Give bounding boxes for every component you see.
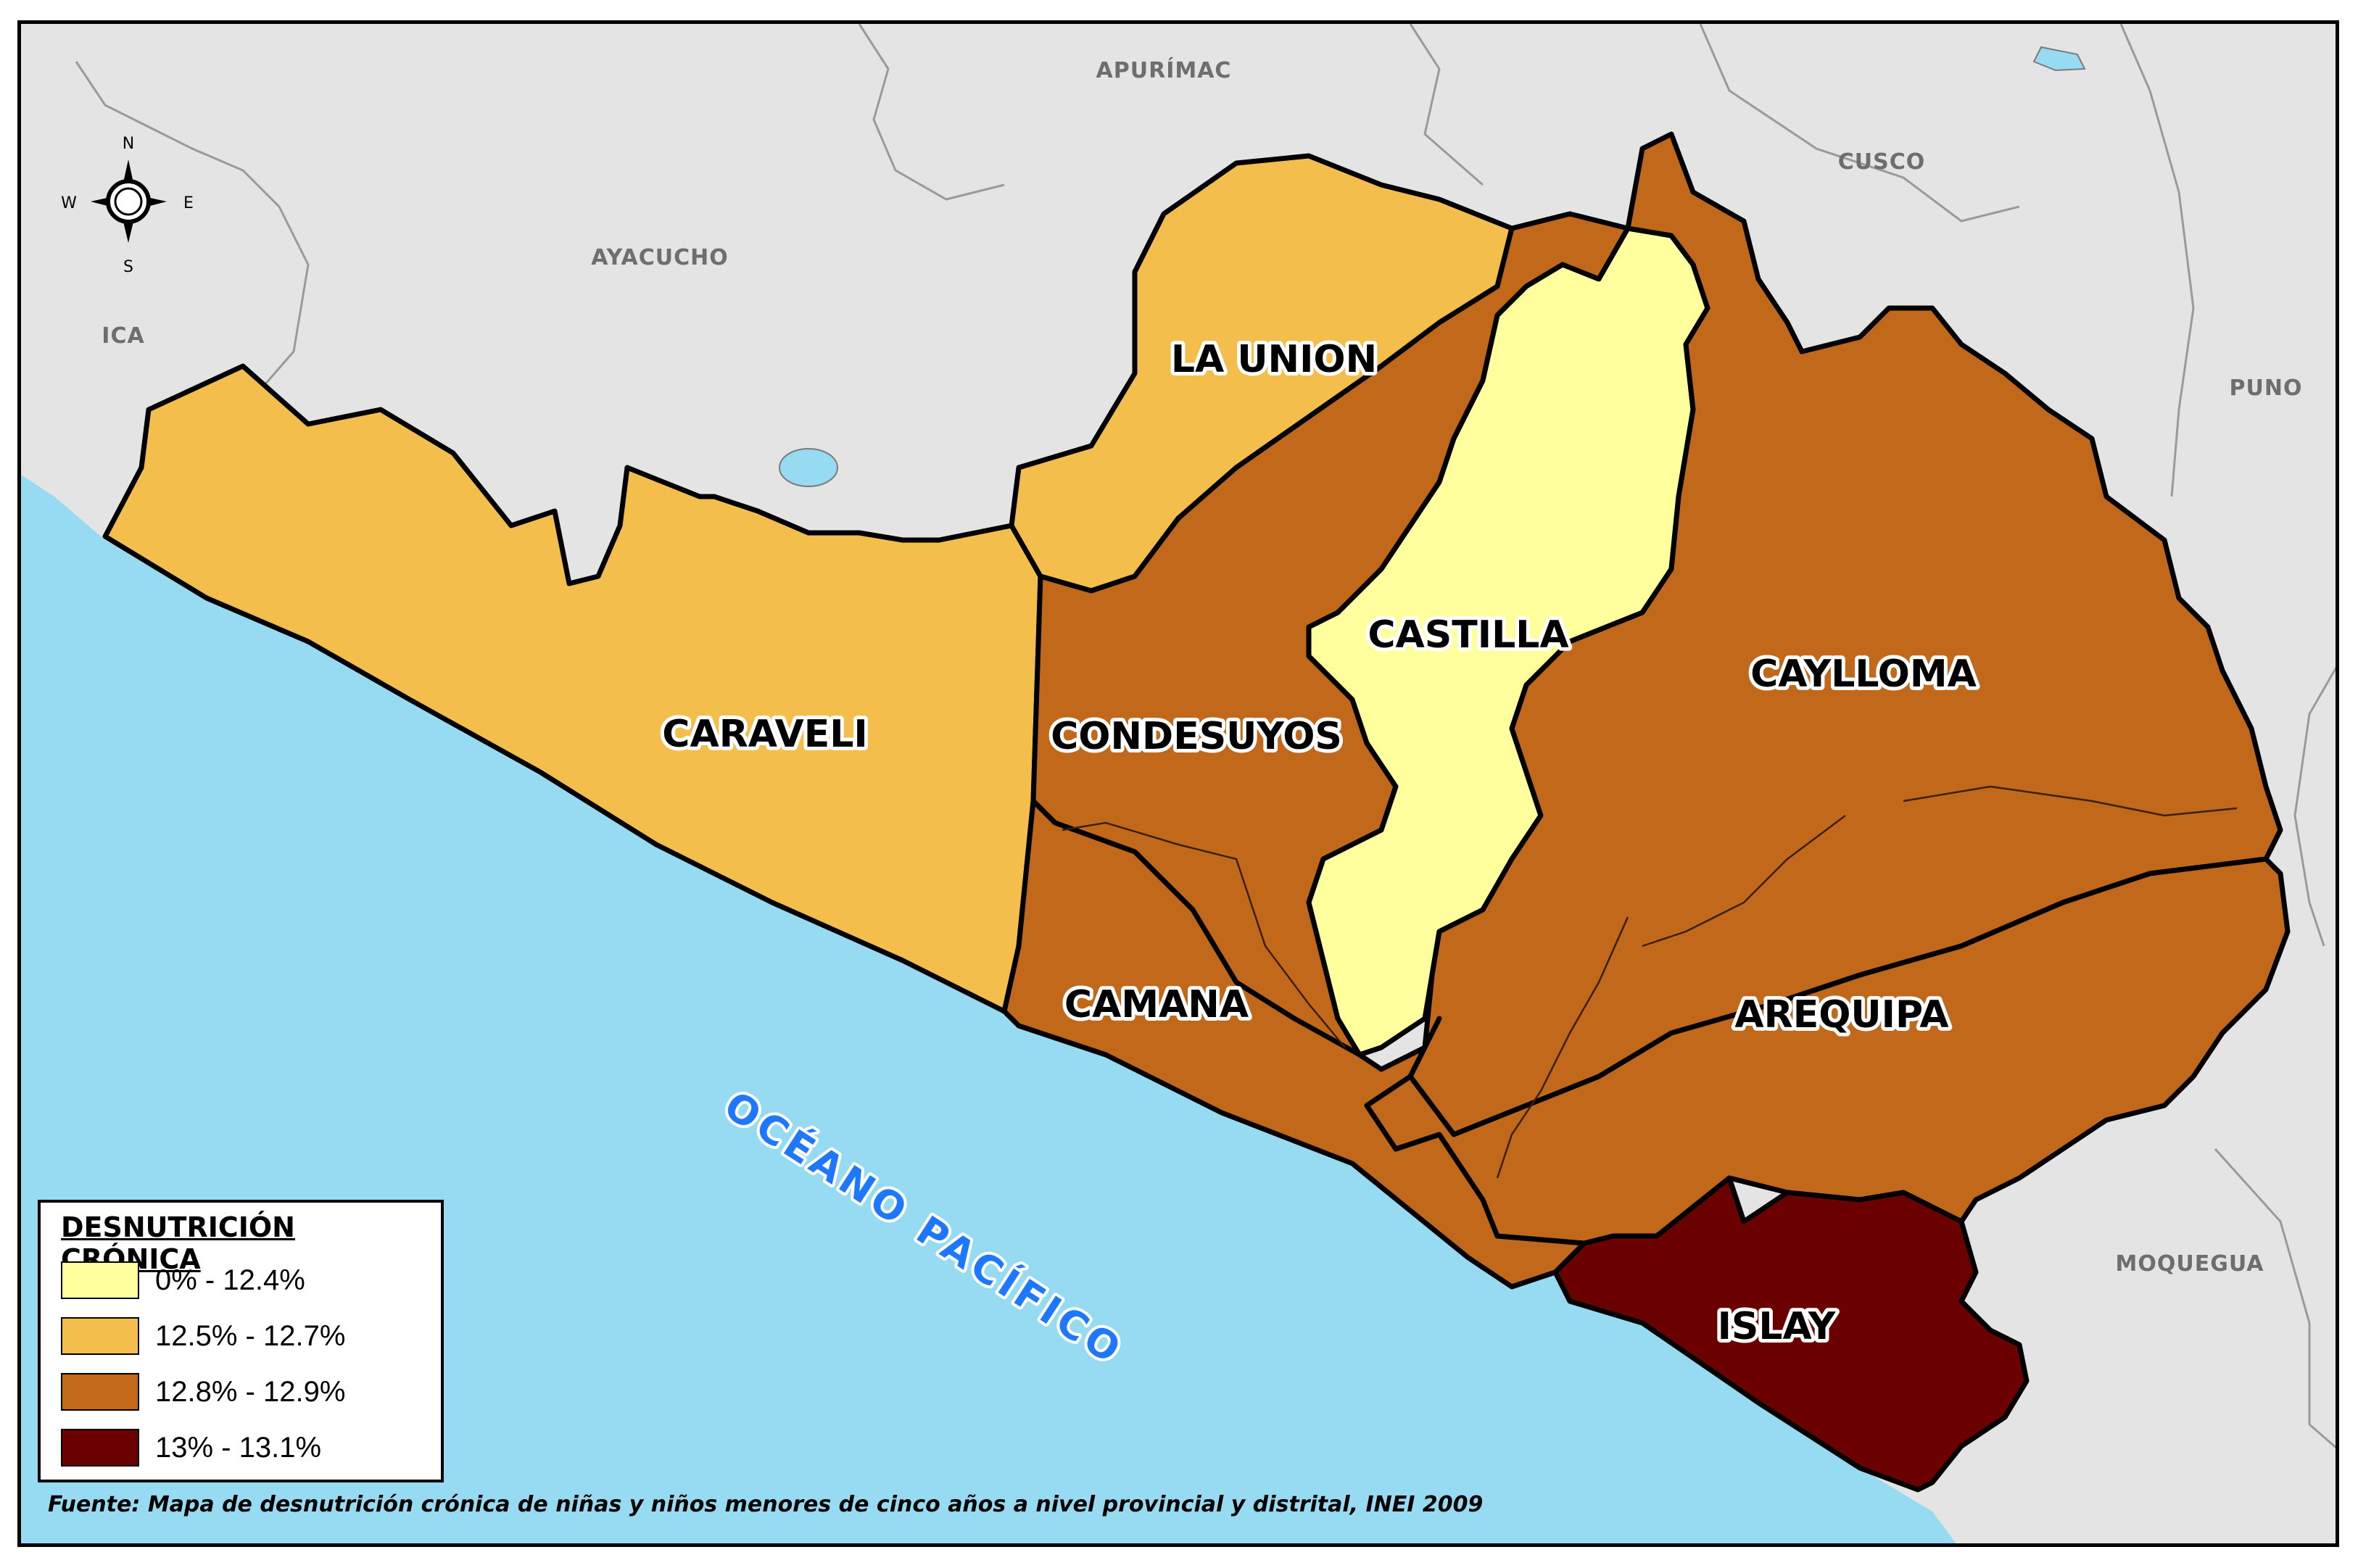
- province-label-castilla: CASTILLA: [1368, 613, 1568, 657]
- legend: DESNUTRICIÓN CRÓNICA 0% - 12.4% 12.5% - …: [38, 1200, 444, 1482]
- legend-swatch: [61, 1261, 139, 1299]
- legend-item: 0% - 12.4%: [61, 1261, 305, 1300]
- region-label-ica: ICA: [102, 323, 144, 349]
- province-label-arequipa: AREQUIPA: [1734, 993, 1948, 1037]
- compass-rose: N S E W: [61, 135, 194, 276]
- legend-item: 12.8% - 12.9%: [61, 1372, 345, 1411]
- region-label-apurimac: APURÍMAC: [1096, 57, 1232, 83]
- compass-w: W: [61, 194, 77, 212]
- lake: [779, 448, 838, 487]
- region-label-puno: PUNO: [2230, 376, 2303, 401]
- province-islay[interactable]: [1552, 1175, 2030, 1493]
- legend-swatch: [61, 1373, 139, 1411]
- legend-item: 13% - 13.1%: [61, 1428, 321, 1467]
- province-label-caylloma: CAYLLOMA: [1750, 652, 1977, 696]
- legend-swatch: [61, 1429, 139, 1467]
- region-label-cusco: CUSCO: [1838, 149, 1926, 175]
- legend-item: 12.5% - 12.7%: [61, 1316, 345, 1356]
- compass-e: E: [183, 194, 194, 212]
- region-boundaries: [75, 24, 2336, 1449]
- legend-label: 13% - 13.1%: [155, 1431, 322, 1464]
- province-label-la-union: LA UNION: [1171, 338, 1377, 381]
- province-layer: [102, 131, 2291, 1493]
- ocean-area: [21, 475, 1956, 1543]
- province-label-caraveli: CARAVELI: [662, 713, 867, 756]
- province-label-camana: CAMANA: [1064, 983, 1249, 1026]
- province-caraveli[interactable]: [102, 363, 1043, 1014]
- province-arequipa[interactable]: [1364, 856, 2291, 1246]
- compass-s: S: [123, 258, 133, 276]
- province-label-condesuyos: CONDESUYOS: [1051, 715, 1342, 758]
- legend-label: 12.5% - 12.7%: [155, 1319, 346, 1352]
- source-note: Fuente: Mapa de desnutrición crónica de …: [48, 1492, 1484, 1517]
- legend-label: 12.8% - 12.9%: [155, 1375, 346, 1408]
- region-label-moquegua: MOQUEGUA: [2116, 1251, 2264, 1277]
- compass-n: N: [123, 135, 134, 153]
- province-label-islay: ISLAY: [1718, 1305, 1837, 1348]
- legend-swatch: [61, 1317, 139, 1355]
- region-label-ayacucho: AYACUCHO: [591, 245, 728, 270]
- lake: [2032, 46, 2086, 72]
- district-lines: [1062, 785, 2238, 1179]
- legend-label: 0% - 12.4%: [155, 1264, 305, 1296]
